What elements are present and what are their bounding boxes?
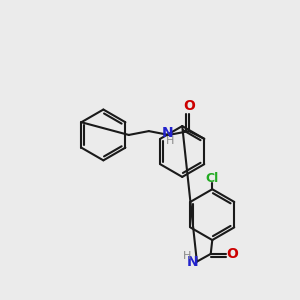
Text: H: H [166,136,175,146]
Text: O: O [183,100,195,113]
Text: Cl: Cl [206,172,219,185]
Text: N: N [161,126,173,140]
Text: H: H [183,251,191,261]
Text: N: N [187,255,199,268]
Text: O: O [226,247,238,261]
